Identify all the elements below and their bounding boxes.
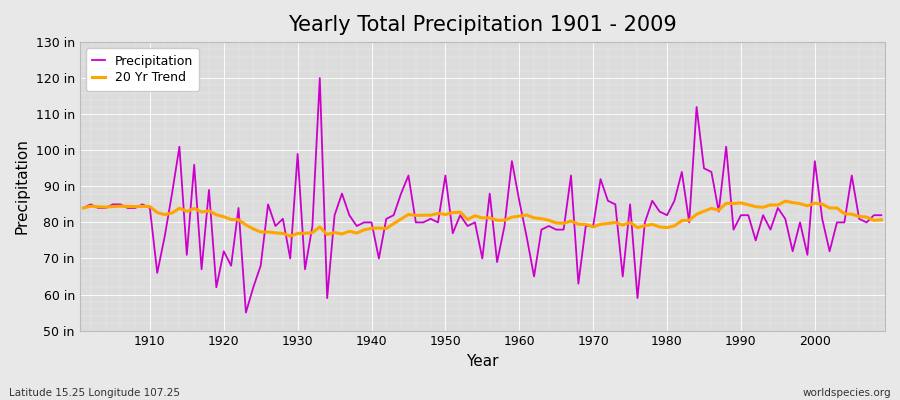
Precipitation <box>314 76 325 80</box>
Line: Precipitation: Precipitation <box>84 78 881 312</box>
20 Yr Trend <box>521 213 532 218</box>
Precipitation <box>876 213 886 218</box>
Precipitation <box>521 234 532 239</box>
20 Yr Trend <box>284 234 295 238</box>
Precipitation <box>137 202 148 207</box>
20 Yr Trend <box>780 199 791 204</box>
Y-axis label: Precipitation: Precipitation <box>15 138 30 234</box>
Legend: Precipitation, 20 Yr Trend: Precipitation, 20 Yr Trend <box>86 48 199 91</box>
Precipitation <box>240 310 251 315</box>
Text: worldspecies.org: worldspecies.org <box>803 388 891 398</box>
20 Yr Trend <box>514 214 525 218</box>
20 Yr Trend <box>876 217 886 222</box>
Text: Latitude 15.25 Longitude 107.25: Latitude 15.25 Longitude 107.25 <box>9 388 180 398</box>
Precipitation <box>359 220 370 225</box>
20 Yr Trend <box>137 204 148 209</box>
Line: 20 Yr Trend: 20 Yr Trend <box>84 201 881 236</box>
X-axis label: Year: Year <box>466 354 499 369</box>
20 Yr Trend <box>307 230 318 235</box>
Precipitation <box>78 206 89 210</box>
Precipitation <box>528 274 539 279</box>
20 Yr Trend <box>610 220 621 225</box>
Title: Yearly Total Precipitation 1901 - 2009: Yearly Total Precipitation 1901 - 2009 <box>288 15 677 35</box>
20 Yr Trend <box>351 231 362 236</box>
20 Yr Trend <box>78 206 89 210</box>
Precipitation <box>617 274 628 279</box>
Precipitation <box>307 224 318 228</box>
